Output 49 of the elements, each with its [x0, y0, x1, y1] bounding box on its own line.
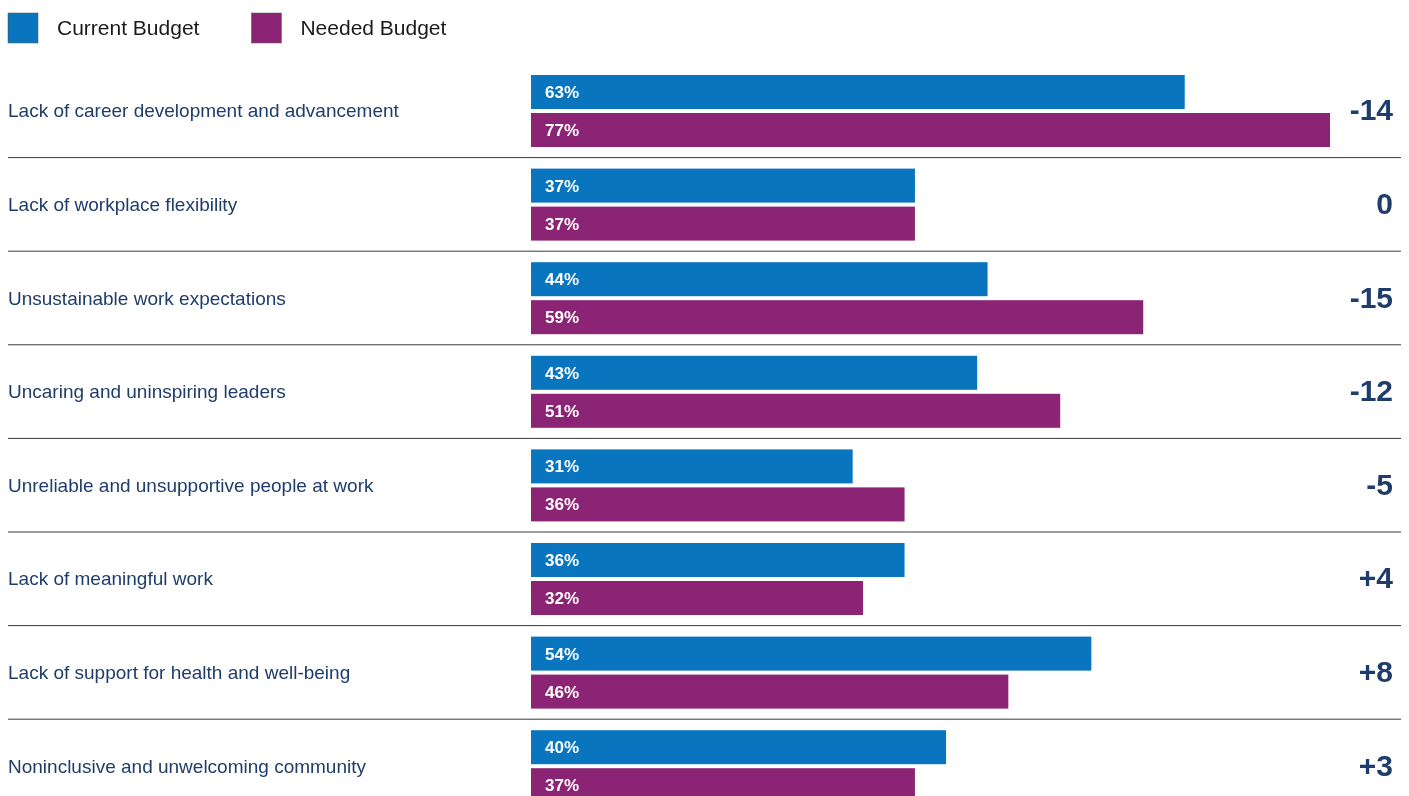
- bar: [531, 393, 1061, 428]
- bar: [531, 262, 988, 297]
- y-tick-label: Uncaring and uninspiring leaders: [8, 381, 286, 403]
- data-label: 46%: [545, 682, 580, 702]
- bar: [531, 449, 853, 484]
- data-label: 40%: [545, 738, 580, 758]
- data-label: 63%: [545, 82, 580, 102]
- bar: [531, 206, 915, 241]
- text: -14: [1349, 93, 1394, 127]
- y-tick-label: Lack of workplace flexibility: [8, 194, 238, 216]
- data-label: 32%: [545, 588, 580, 608]
- bar: [531, 636, 1092, 671]
- data-label: 54%: [545, 644, 580, 664]
- y-tick-label: Lack of support for health and well-being: [8, 662, 351, 684]
- bar: [531, 543, 905, 577]
- text: 0: [1376, 186, 1393, 220]
- data-label: 37%: [545, 176, 580, 196]
- text: +8: [1358, 654, 1393, 688]
- data-label: 31%: [545, 457, 580, 477]
- bar: [531, 300, 1144, 335]
- bar: [531, 581, 864, 615]
- data-label: 37%: [545, 776, 580, 796]
- y-tick-label: Lack of career development and advancement: [8, 100, 400, 122]
- y-tick-label: Unreliable and unsupportive people at work: [8, 474, 374, 496]
- y-tick-label: Lack of meaningful work: [8, 568, 214, 590]
- data-label: 59%: [545, 308, 580, 328]
- bar: [531, 730, 947, 765]
- data-label: 37%: [545, 214, 580, 234]
- bar: [531, 355, 978, 390]
- legend-label: Needed Budget: [300, 16, 447, 40]
- legend-label: Current Budget: [57, 16, 200, 40]
- data-label: 36%: [545, 550, 580, 570]
- text: +4: [1358, 561, 1394, 595]
- y-tick-label: Noninclusive and unwelcoming community: [8, 755, 367, 777]
- text: -15: [1349, 280, 1393, 314]
- data-label: 44%: [545, 270, 580, 290]
- text: -5: [1366, 467, 1393, 501]
- bar: [531, 487, 905, 522]
- data-label: 36%: [545, 495, 580, 515]
- text: -12: [1349, 374, 1393, 408]
- y-tick-label: Unsustainable work expectations: [8, 287, 286, 309]
- bar: [531, 168, 915, 203]
- text: +3: [1358, 748, 1393, 782]
- bar: [531, 113, 1330, 147]
- data-label: 43%: [545, 363, 580, 383]
- bar: [531, 75, 1185, 109]
- data-label: 77%: [545, 120, 580, 140]
- bar: [531, 674, 1009, 709]
- data-label: 51%: [545, 401, 580, 421]
